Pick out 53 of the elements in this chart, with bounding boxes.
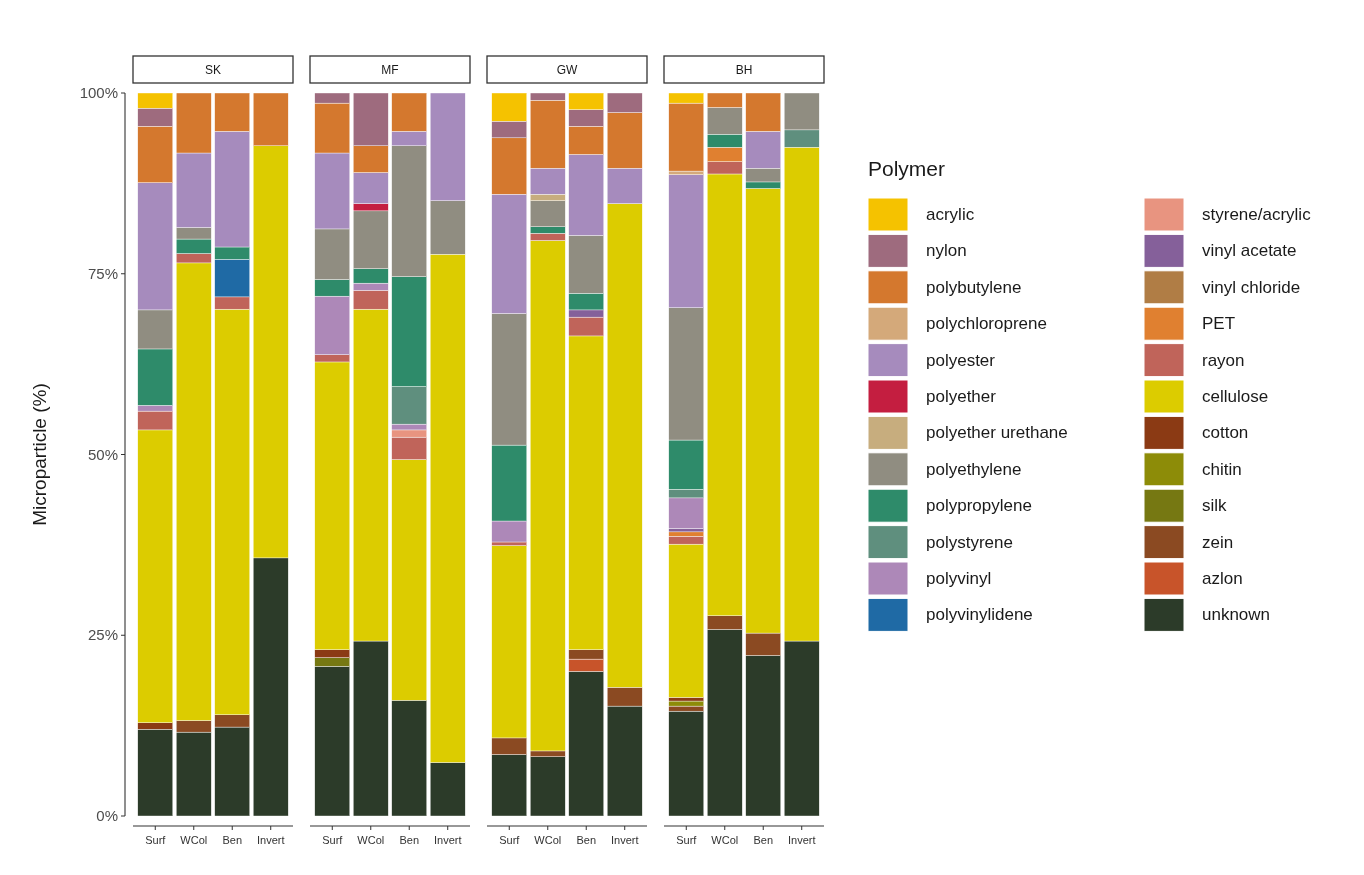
legend-label: polybutylene (926, 277, 1022, 297)
bar (668, 710, 704, 817)
x-tick-label: Surf (322, 834, 344, 846)
bar (530, 756, 566, 817)
legend-label: polyethylene (926, 459, 1022, 479)
legend-label: azlon (1202, 569, 1243, 588)
chart-title: BH (735, 63, 753, 77)
x-tick-label: Invert (433, 834, 462, 846)
legend-label: unknown (1202, 605, 1271, 625)
y-tick-label: 0% (96, 807, 118, 824)
chart-title: SK (204, 63, 222, 77)
x-tick-label: Invert (256, 834, 285, 846)
x-tick-label: Surf (676, 834, 698, 846)
legend-label: polychloroprene (926, 314, 1047, 334)
x-tick-label: WCol (357, 834, 385, 846)
legend-title: Polymer (868, 157, 946, 180)
legend-label: cellulose (1202, 387, 1269, 406)
x-tick-label: Surf (145, 834, 167, 846)
legend-label: acrylic (926, 205, 975, 224)
legend-label: polyester (926, 350, 996, 370)
y-tick-label: 100% (79, 84, 118, 101)
legend-label: polyvinylidene (926, 605, 1033, 625)
legend-label: nylon (926, 241, 967, 261)
legend-label: polypropylene (926, 496, 1032, 516)
chart-title: GW (556, 63, 578, 77)
y-axis-title: Microparticle (%) (29, 383, 50, 526)
x-tick-label: Ben (399, 834, 420, 846)
legend-label: vinyl acetate (1202, 241, 1297, 261)
chart-title: MF (381, 63, 399, 77)
x-tick-label: Ben (222, 834, 243, 846)
legend-label: polyether urethane (926, 423, 1068, 443)
x-tick-label: Ben (753, 834, 774, 846)
x-tick-label: WCol (534, 834, 562, 846)
legend-label: zein (1202, 532, 1234, 552)
y-tick-label: 50% (87, 445, 118, 463)
y-tick-label: 25% (87, 626, 118, 644)
legend-label: rayon (1202, 350, 1245, 370)
legend-label: vinyl chloride (1202, 277, 1301, 297)
x-tick-label: Surf (499, 834, 521, 846)
x-tick-label: Invert (787, 834, 816, 846)
x-tick-label: Ben (576, 834, 597, 846)
legend-label: chitin (1202, 459, 1242, 479)
x-tick-label: Invert (610, 834, 639, 846)
legend-label: polyvinyl (926, 569, 992, 588)
legend-label: polyether (926, 387, 997, 406)
x-tick-label: WCol (180, 834, 208, 846)
x-tick-label: WCol (711, 834, 739, 846)
legend-label: polystyrene (926, 532, 1013, 552)
y-tick-label: 75% (87, 264, 118, 282)
legend-label: PET (1202, 314, 1236, 334)
legend-label: styrene/acrylic (1202, 205, 1312, 224)
legend-label: silk (1202, 496, 1228, 516)
legend-label: cotton (1202, 423, 1249, 443)
